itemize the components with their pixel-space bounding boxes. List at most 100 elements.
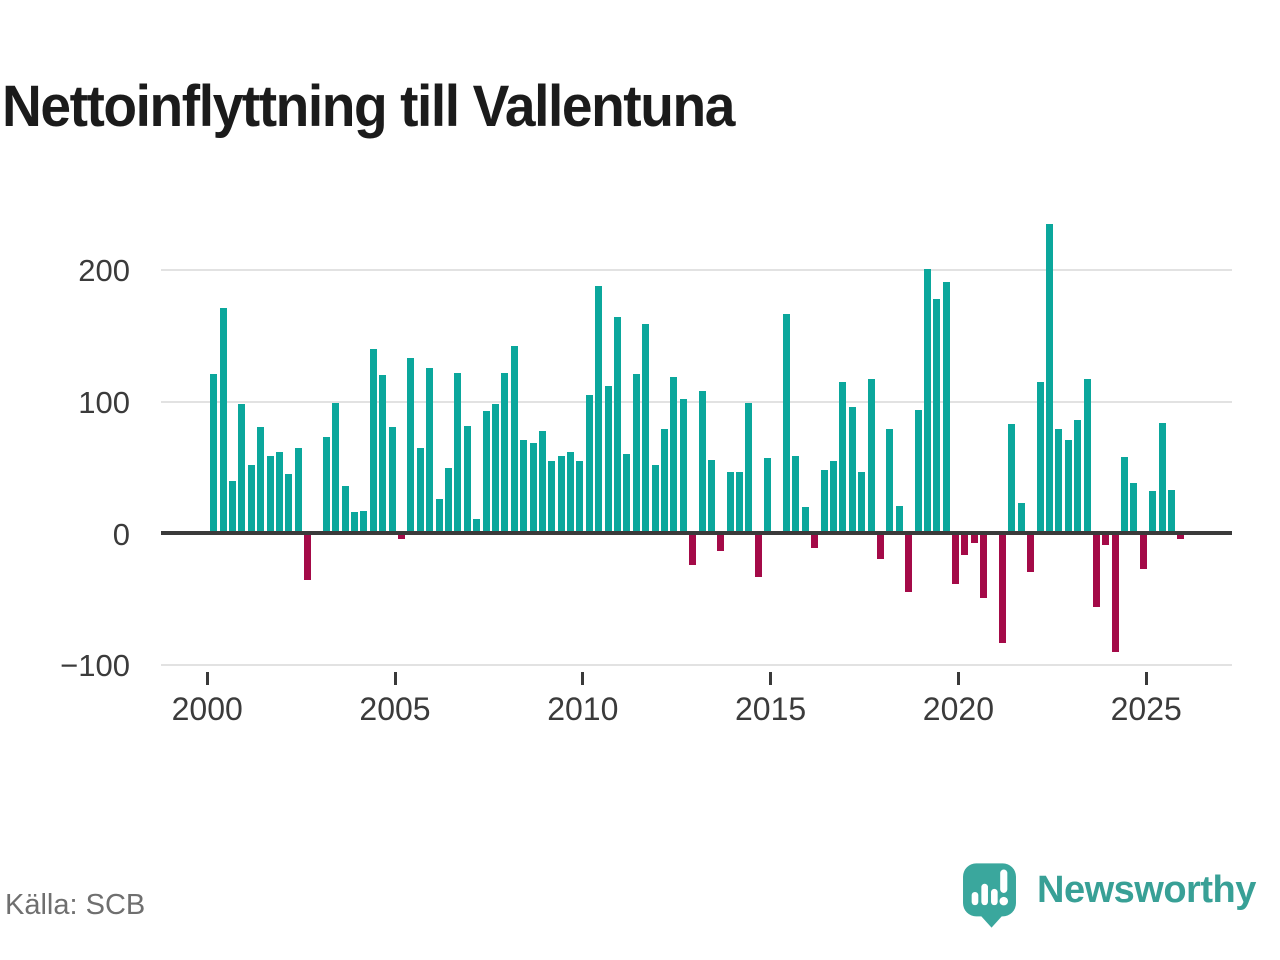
bar-2022-q4 [1064,440,1072,534]
newsworthy-logo-icon [963,863,1016,928]
x-axis-label-2005: 2005 [359,691,431,727]
bar-2016-q1 [811,533,819,548]
bar-2024-q4 [1139,533,1147,570]
bar-2018-q4 [914,409,922,534]
bar-2025-q1 [1149,491,1157,534]
x-axis-label-2010: 2010 [547,691,619,727]
bar-2006-q3 [454,372,462,534]
bar-2025-q3 [1168,490,1175,534]
bar-2002-q3 [304,533,312,580]
bar-2001-q2 [257,426,265,534]
bar-2005-q3 [416,447,424,534]
y-axis-label-0: 0 [112,516,130,552]
bar-2008-q1 [510,346,518,534]
bar-2001-q3 [266,455,274,534]
bar-2016-q4 [839,382,847,534]
x-axis-tick-2000 [205,672,209,685]
x-axis-tick-2005 [393,672,397,685]
gridline-y-100 [161,400,1232,403]
bar-2011-q2 [632,374,640,534]
bar-2001-q1 [247,465,255,534]
bar-2012-q4 [689,533,697,566]
y-axis-label-200: 200 [78,253,130,288]
bar-2007-q2 [482,411,490,534]
bar-2017-q3 [867,379,875,534]
bar-2000-q1 [210,374,218,534]
bar-2015-q3 [792,455,800,534]
bar-2022-q1 [1036,382,1044,534]
bar-2014-q2 [745,403,753,534]
bar-2005-q4 [426,367,434,534]
x-axis-label-2015: 2015 [735,691,807,727]
bar-2019-q4 [952,533,959,584]
bar-2017-q1 [848,407,856,534]
bar-2014-q3 [754,533,762,577]
bar-2017-q2 [858,471,866,534]
bar-2009-q2 [557,455,565,534]
bar-2011-q4 [651,465,659,534]
bar-2007-q3 [491,404,499,534]
bar-2010-q4 [614,317,621,534]
bar-2024-q3 [1130,483,1138,534]
bar-2023-q2 [1083,379,1091,534]
gridline-y--100 [161,664,1232,667]
bar-2021-q1 [999,533,1006,643]
bar-2021-q3 [1017,503,1025,534]
bar-2021-q2 [1008,424,1016,534]
x-axis-tick-2015 [769,672,773,685]
bar-2004-q2 [369,349,377,534]
bar-2013-q3 [717,533,725,551]
bar-2008-q3 [529,442,537,534]
bar-2015-q4 [801,507,809,534]
bar-2010-q3 [604,385,612,534]
bar-2012-q1 [660,429,668,534]
bar-2003-q1 [322,437,330,534]
x-axis-label-2020: 2020 [922,691,994,727]
bar-2023-q1 [1074,420,1082,534]
bar-2020-q2 [970,533,978,543]
bar-2003-q4 [351,512,359,534]
bar-2017-q4 [876,533,884,559]
bar-2008-q4 [538,430,546,534]
source-note: Källa: SCB [5,889,146,921]
y-axis-label-100: 100 [78,384,130,420]
bar-2023-q4 [1102,533,1110,546]
bar-2013-q2 [707,459,715,534]
x-axis-line [161,531,1232,535]
bar-2011-q1 [623,454,631,534]
bar-2018-q2 [895,505,903,534]
bar-2020-q3 [980,533,988,599]
bar-2018-q3 [905,533,913,592]
bar-2004-q4 [388,426,396,534]
bar-2013-q1 [698,391,706,534]
bar-2007-q4 [501,372,509,534]
bar-2025-q2 [1158,422,1166,534]
bar-2014-q1 [736,471,744,534]
bar-2024-q2 [1121,457,1129,534]
bar-2009-q1 [548,461,556,534]
bar-2024-q1 [1111,533,1119,653]
newsworthy-logo-text: Newsworthy [1037,869,1256,911]
bar-2010-q2 [595,285,603,534]
bar-2023-q3 [1092,533,1100,608]
gridline-y-200 [161,269,1232,271]
x-axis-label-2025: 2025 [1110,691,1182,727]
bar-2025-q4 [1177,533,1185,539]
bar-2005-q2 [407,358,415,534]
bar-2008-q2 [520,440,528,534]
x-axis-tick-2025 [1144,672,1148,685]
bar-2000-q2 [219,308,227,534]
x-axis-label-2000: 2000 [171,691,243,727]
bar-2009-q3 [567,451,574,534]
bar-2006-q2 [445,467,452,534]
bar-2016-q2 [820,470,828,534]
bar-2009-q4 [576,461,584,534]
bar-2012-q3 [679,399,687,534]
bar-2011-q3 [642,324,650,534]
x-axis-tick-2010 [581,672,585,685]
bar-2004-q1 [360,511,368,534]
x-axis-tick-2020 [956,672,960,685]
bar-2006-q1 [435,499,443,534]
bar-2012-q2 [670,376,678,534]
chart-title: Nettoinflyttning till Vallentuna [2,73,735,139]
